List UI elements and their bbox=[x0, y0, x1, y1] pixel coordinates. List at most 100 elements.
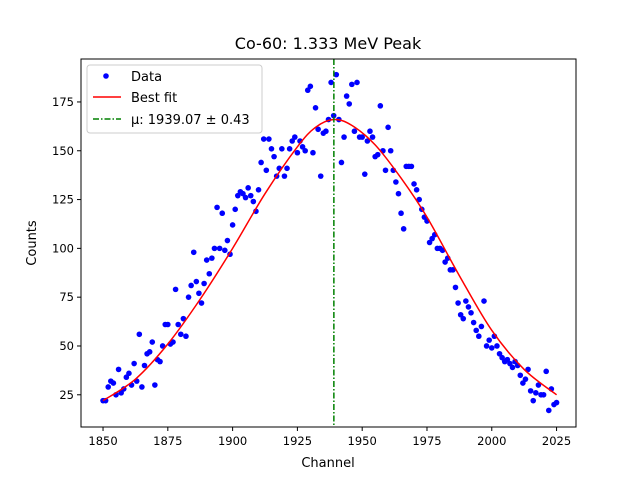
x-tick-label: 1925 bbox=[283, 434, 312, 448]
data-point bbox=[312, 105, 319, 111]
data-point bbox=[545, 407, 552, 414]
data-point bbox=[206, 270, 213, 277]
data-point bbox=[455, 300, 461, 306]
legend-data-label: Data bbox=[131, 70, 162, 85]
data-point bbox=[330, 112, 337, 119]
data-point bbox=[175, 321, 181, 328]
data-point bbox=[460, 315, 467, 322]
data-point bbox=[149, 339, 156, 345]
data-point bbox=[183, 333, 189, 340]
data-point bbox=[258, 159, 264, 166]
data-point bbox=[349, 81, 355, 88]
x-axis-label: Channel bbox=[301, 456, 354, 471]
legend: Data Best fit μ: 1939.07 ± 0.43 bbox=[86, 64, 263, 134]
data-point bbox=[159, 343, 166, 349]
data-point bbox=[302, 147, 308, 154]
data-point bbox=[146, 349, 153, 355]
data-point bbox=[126, 370, 132, 377]
data-point bbox=[170, 339, 176, 345]
data-point bbox=[364, 138, 371, 144]
data-point bbox=[517, 372, 524, 379]
legend-fit-label: Best fit bbox=[131, 91, 177, 106]
y-axis-ticks: 25 50 75 100 125 150 175 bbox=[52, 95, 81, 402]
y-tick-label: 175 bbox=[52, 95, 74, 109]
data-point bbox=[478, 323, 485, 330]
data-point bbox=[307, 83, 314, 90]
data-point bbox=[292, 134, 298, 140]
data-point bbox=[387, 147, 394, 154]
data-point bbox=[408, 163, 415, 170]
data-point bbox=[136, 331, 143, 338]
data-point bbox=[382, 167, 389, 174]
data-point bbox=[473, 327, 480, 334]
data-point bbox=[193, 278, 200, 285]
data-point bbox=[509, 364, 516, 371]
data-point bbox=[245, 185, 251, 191]
data-point bbox=[214, 204, 220, 211]
data-point bbox=[328, 79, 334, 86]
data-point bbox=[139, 384, 145, 390]
data-point bbox=[343, 93, 350, 99]
data-point bbox=[367, 128, 373, 135]
data-point bbox=[341, 134, 347, 140]
data-point bbox=[177, 331, 184, 338]
y-tick-label: 50 bbox=[59, 339, 74, 353]
data-point bbox=[196, 290, 202, 297]
x-tick-label: 1975 bbox=[412, 434, 441, 448]
data-point bbox=[242, 194, 249, 201]
data-point bbox=[463, 298, 469, 304]
data-point bbox=[247, 192, 254, 199]
data-point bbox=[351, 128, 358, 135]
data-point bbox=[533, 390, 539, 396]
data-point bbox=[413, 187, 420, 193]
x-tick-label: 2000 bbox=[477, 434, 506, 448]
y-axis-label: Counts bbox=[25, 220, 40, 266]
data-point bbox=[294, 149, 301, 156]
data-point bbox=[400, 226, 407, 232]
data-point bbox=[527, 388, 534, 394]
x-tick-label: 1850 bbox=[88, 434, 117, 448]
data-point bbox=[211, 245, 218, 252]
data-point bbox=[317, 173, 324, 179]
data-point bbox=[393, 179, 399, 185]
y-tick-label: 25 bbox=[59, 388, 74, 402]
data-point bbox=[279, 146, 285, 152]
data-point bbox=[468, 309, 474, 316]
x-tick-label: 1900 bbox=[218, 434, 247, 448]
y-tick-label: 100 bbox=[52, 241, 74, 255]
data-point bbox=[465, 304, 472, 310]
data-point bbox=[310, 149, 316, 156]
data-point bbox=[369, 134, 376, 140]
data-point bbox=[201, 280, 207, 287]
x-tick-label: 2025 bbox=[542, 434, 571, 448]
y-tick-label: 125 bbox=[52, 193, 74, 207]
data-point bbox=[268, 146, 275, 152]
data-point bbox=[255, 187, 262, 193]
data-point bbox=[203, 257, 210, 263]
y-tick-label: 75 bbox=[59, 290, 74, 304]
data-point bbox=[395, 190, 402, 197]
plot-marks bbox=[100, 59, 560, 427]
y-tick-label: 150 bbox=[52, 144, 74, 158]
data-point bbox=[172, 286, 179, 293]
data-point bbox=[374, 151, 381, 158]
data-point bbox=[219, 210, 226, 217]
data-point bbox=[553, 399, 560, 406]
data-point bbox=[157, 358, 163, 365]
data-point bbox=[452, 284, 459, 291]
data-point bbox=[535, 382, 542, 388]
data-point bbox=[141, 362, 148, 369]
data-point bbox=[229, 222, 236, 228]
legend-data-marker bbox=[103, 73, 109, 79]
data-point bbox=[543, 368, 549, 375]
data-point bbox=[165, 321, 171, 328]
data-point bbox=[105, 384, 112, 390]
data-point bbox=[110, 380, 117, 386]
data-point bbox=[260, 136, 267, 142]
data-point bbox=[488, 345, 495, 351]
data-point bbox=[198, 300, 205, 306]
data-point bbox=[481, 298, 487, 304]
data-point bbox=[250, 198, 257, 205]
x-tick-label: 1950 bbox=[348, 434, 377, 448]
chart-title: Co-60: 1.333 MeV Peak bbox=[235, 34, 422, 53]
